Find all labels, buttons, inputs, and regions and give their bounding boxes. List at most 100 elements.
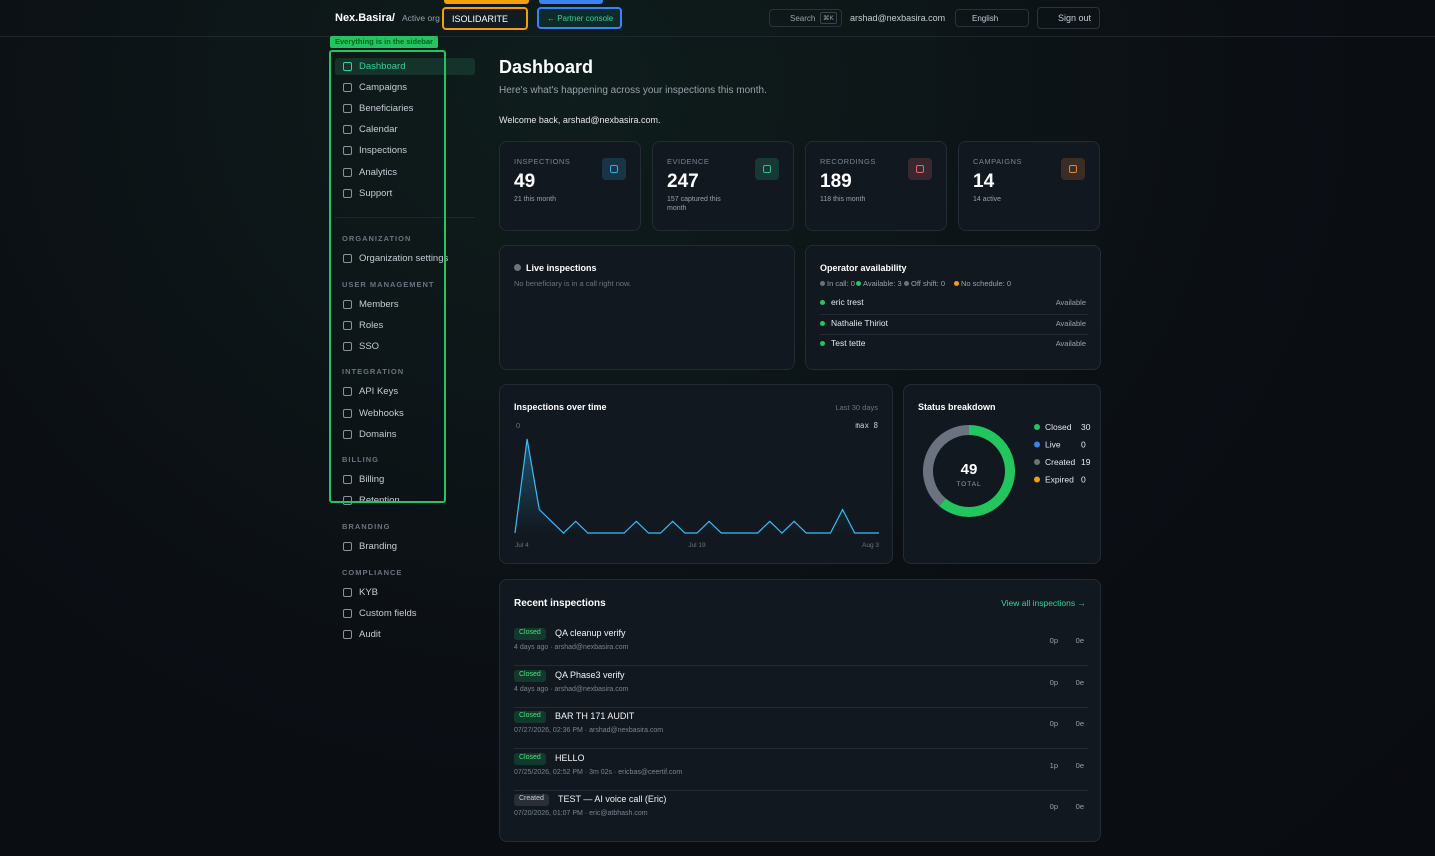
nav-label: Dashboard <box>359 61 406 72</box>
live-title: Live inspections <box>526 263 597 273</box>
nav-label: Branding <box>359 540 398 552</box>
view-all-link[interactable]: View all inspections → <box>1001 598 1086 608</box>
legend-value: 0 <box>1081 440 1086 450</box>
stat-note: 118 this month <box>820 196 866 203</box>
nav-icon <box>343 62 352 71</box>
page-subtitle: Here's what's happening across your insp… <box>499 85 767 96</box>
stat-value: 189 <box>820 171 852 192</box>
evidence-count: 0e <box>1075 719 1084 729</box>
stat-icon-glyph <box>1069 165 1077 173</box>
inspection-row[interactable]: Created TEST — AI voice call (Eric) 07/20/… <box>514 792 1088 832</box>
inspection-meta: 4 days ago · arshad@nexbasira.com <box>514 644 629 651</box>
nav-icon <box>343 320 352 330</box>
stat-label: INSPECTIONS <box>514 157 571 166</box>
nav-item[interactable]: Webhooks <box>335 405 475 422</box>
photo-count: 0p <box>1049 636 1058 645</box>
nav-item[interactable]: Dashboard <box>335 58 475 75</box>
nav-item[interactable]: API Keys <box>335 383 475 400</box>
nav-label: Webhooks <box>359 407 404 419</box>
photo-count: 1p <box>1049 760 1058 770</box>
stat-icon <box>602 158 626 180</box>
nav-item[interactable]: Inspections <box>335 142 475 159</box>
legend-label: Closed <box>1045 422 1072 432</box>
nav-item[interactable]: KYB <box>335 584 475 601</box>
nav-item[interactable]: Roles <box>335 317 475 334</box>
nav-label: Beneficiaries <box>359 103 414 115</box>
header-bar <box>0 0 1435 37</box>
row-divider <box>820 334 1088 335</box>
nav-item[interactable]: Retention <box>335 492 475 509</box>
evidence-count: 0e <box>1075 802 1084 812</box>
nav-label: Calendar <box>359 124 398 136</box>
inspection-row[interactable]: Closed QA Phase3 verify 4 days ago · arsha… <box>514 668 1088 708</box>
nav-label: API Keys <box>359 386 399 398</box>
sidebar-outline <box>329 50 446 503</box>
nav-item[interactable]: Analytics <box>335 164 475 181</box>
nav-item[interactable]: SSO <box>335 338 475 355</box>
nav-icon <box>343 541 352 551</box>
inspection-row[interactable]: Closed BAR TH 171 AUDIT 07/27/2026, 02:36 … <box>514 709 1088 750</box>
inspection-row[interactable]: Closed HELLO 07/25/2026, 02:52 PM · 3m 02s… <box>514 751 1088 791</box>
status-badge: Created <box>514 794 549 807</box>
nav-item[interactable]: Domains <box>335 426 475 443</box>
nav-item[interactable]: Custom fields <box>335 605 475 622</box>
status-dot <box>904 281 909 286</box>
legend-dot <box>1034 476 1040 483</box>
nav-item[interactable]: Billing <box>335 471 475 488</box>
nav-item[interactable]: Support <box>335 185 475 202</box>
partner-console[interactable]: ← Partner console <box>537 7 622 29</box>
recent-title: Recent inspections <box>514 598 606 609</box>
nav-item[interactable]: Beneficiaries <box>335 100 475 117</box>
org-select[interactable]: ISOLIDARITE <box>442 7 528 30</box>
donut-segment <box>939 425 1015 517</box>
nav-icon <box>343 608 352 618</box>
nav-label: SSO <box>359 340 380 352</box>
stat-icon <box>1061 158 1085 180</box>
donut-chart: Closed 30 Live 0 Created 19 Expired 0 49 TOTAL <box>923 422 1091 517</box>
sign-out[interactable]: Sign out <box>1037 7 1100 29</box>
search[interactable]: Search <box>769 9 842 27</box>
donut-total: 49 <box>961 461 978 478</box>
nav-icon <box>343 254 352 263</box>
inspection-name: TEST — AI voice call (Eric) <box>558 794 667 805</box>
x-tick-label: Aug 3 <box>862 542 879 549</box>
nav-icon <box>343 188 352 198</box>
operator-name: Nathalie Thiriot <box>831 317 889 328</box>
inspection-meta: 07/27/2026, 02:36 PM · arshad@nexbasira.… <box>514 727 664 735</box>
legend-label: Expired <box>1045 475 1074 485</box>
line-series <box>514 438 879 534</box>
language[interactable]: English <box>955 9 1029 27</box>
nav-label: Inspections <box>359 145 408 157</box>
nav-item[interactable]: Audit <box>335 626 475 643</box>
nav-item[interactable]: Branding <box>335 538 475 555</box>
row-divider <box>820 313 1088 315</box>
inspection-name: BAR TH 171 AUDIT <box>555 711 635 722</box>
stat-icon <box>908 158 932 180</box>
section-title: INTEGRATION <box>342 367 405 377</box>
nav-icon <box>343 387 352 397</box>
summary-text: In call: 0 <box>827 279 855 288</box>
chart-title: Inspections over time <box>514 402 607 412</box>
nav-label: Campaigns <box>359 82 408 94</box>
nav-item[interactable]: Organization settings <box>335 250 475 267</box>
reseller-badge: Reseller console <box>539 0 603 4</box>
nav-icon <box>343 104 352 114</box>
stat-note: 14 active <box>973 196 1002 203</box>
nav-item[interactable]: Members <box>335 296 475 313</box>
nav-item[interactable]: Campaigns <box>335 79 475 96</box>
highlight-badge <box>444 0 529 4</box>
nav-label: Organization settings <box>359 253 449 264</box>
photo-count: 0p <box>1049 719 1058 729</box>
operator-status: Available <box>1055 318 1086 328</box>
availability-summary: Available: 3 <box>856 279 902 288</box>
stat-card: EVIDENCE 247 157 captured this month <box>652 141 794 231</box>
status-dot <box>820 320 825 326</box>
nav-label: Support <box>359 187 393 199</box>
inspection-row[interactable]: Closed QA cleanup verify 4 days ago · arsh… <box>514 626 1088 666</box>
nav-item[interactable]: Calendar <box>335 121 475 138</box>
nav-label: Analytics <box>359 166 398 178</box>
x-tick-label: Jul 4 <box>515 542 529 549</box>
status-dot <box>954 281 959 286</box>
chart-title: Status breakdown <box>918 402 996 412</box>
legend-value: 0 <box>1081 475 1086 485</box>
